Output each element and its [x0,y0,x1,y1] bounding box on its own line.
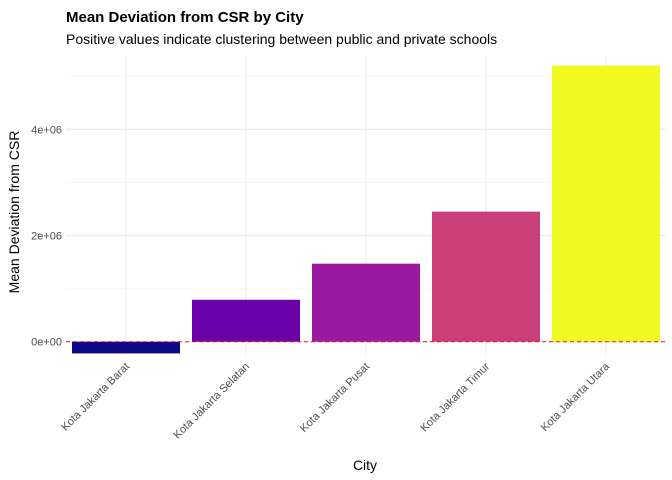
y-axis-title: Mean Deviation from CSR [6,131,22,294]
x-tick-label: Kota Jakarta Utara [539,360,613,434]
bar [192,299,300,342]
bars [72,65,660,354]
chart-title: Mean Deviation from CSR by City [66,9,304,26]
x-tick-labels: Kota Jakarta Barat Kota Jakarta Selatan Ko… [59,360,613,441]
bar [312,263,420,342]
x-tick-label: Kota Jakarta Timur [418,360,492,434]
x-axis-title: City [353,457,377,473]
y-tick-label: 2e+06 [31,231,62,243]
chart-subtitle: Positive values indicate clustering betw… [66,31,497,47]
y-tick-labels: 0e+00 2e+06 4e+06 [31,124,62,348]
bar [72,341,180,354]
x-tick-label: Kota Jakarta Barat [59,361,132,434]
x-tick-label: Kota Jakarta Selatan [171,361,252,442]
y-tick-label: 4e+06 [31,124,62,136]
bar [552,65,660,342]
x-tick-label: Kota Jakarta Pusat [298,361,372,435]
y-tick-label: 0e+00 [31,337,62,349]
bar [432,211,540,342]
